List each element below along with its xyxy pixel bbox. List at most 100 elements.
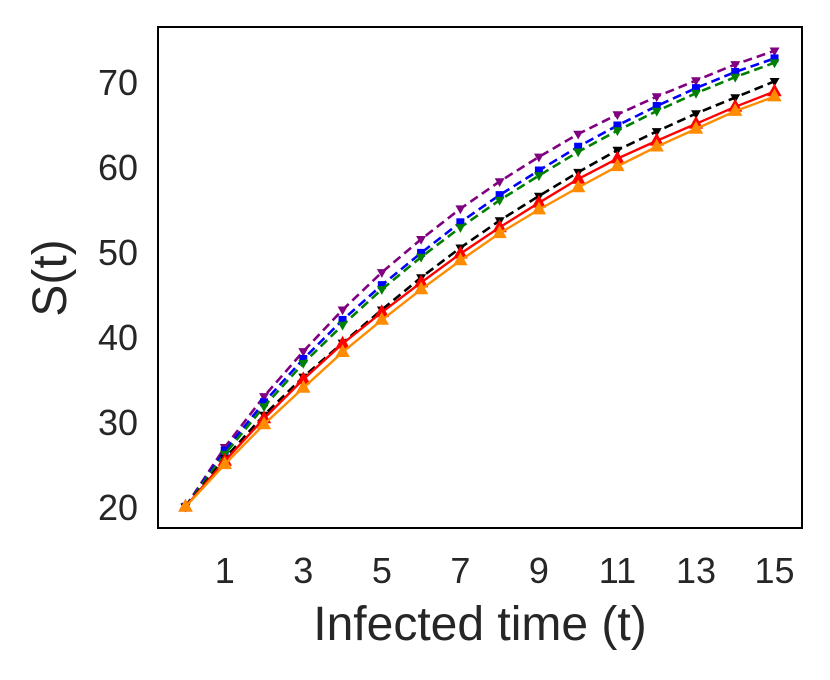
data-point	[770, 54, 779, 63]
data-point	[416, 253, 426, 263]
series-1	[181, 54, 779, 511]
data-point	[651, 93, 662, 103]
data-point	[573, 130, 584, 140]
data-point	[376, 269, 387, 278]
series-3	[180, 78, 780, 513]
data-point	[731, 68, 740, 77]
series-0	[180, 47, 780, 513]
data-point	[571, 171, 586, 184]
data-point	[296, 371, 311, 385]
data-point	[534, 172, 544, 182]
data-point	[337, 306, 348, 316]
data-point	[688, 120, 704, 134]
data-point	[260, 398, 269, 407]
data-point	[299, 355, 308, 364]
data-point	[453, 245, 468, 259]
series-layer	[178, 47, 782, 513]
x-tick-label: 5	[372, 550, 392, 591]
data-point	[377, 281, 386, 290]
data-point	[453, 252, 468, 266]
data-point	[612, 111, 623, 120]
data-point	[691, 84, 700, 93]
data-point	[574, 142, 583, 151]
data-point	[335, 344, 350, 357]
y-tick-label: 30	[98, 402, 138, 443]
data-point	[691, 89, 701, 99]
series-line	[184, 90, 775, 508]
x-tick-labels: 1 3 5 7 9 11 13 15	[215, 550, 795, 591]
data-point	[691, 110, 701, 120]
data-point	[610, 150, 625, 164]
x-tick-label: 11	[599, 550, 636, 591]
series-5	[178, 88, 782, 512]
data-point	[455, 224, 466, 233]
data-point	[335, 335, 350, 349]
data-point	[417, 248, 426, 257]
data-point	[259, 403, 269, 413]
data-point	[610, 158, 625, 172]
data-point	[649, 138, 664, 152]
data-point	[456, 218, 465, 227]
series-line	[184, 57, 775, 508]
series-line	[184, 49, 775, 508]
data-point	[298, 360, 309, 369]
series-line	[184, 61, 775, 508]
series-line	[184, 80, 775, 508]
y-tick-labels: 20 30 40 50 60 70	[98, 62, 138, 528]
data-point	[217, 456, 232, 470]
x-tick-label: 7	[450, 550, 470, 591]
data-point	[571, 179, 586, 193]
data-point	[769, 59, 780, 69]
x-tick-label: 9	[529, 550, 549, 591]
data-point	[534, 166, 543, 175]
data-point	[296, 379, 311, 393]
data-point	[652, 101, 661, 110]
data-point	[413, 274, 429, 288]
x-tick-label: 15	[754, 550, 794, 591]
y-tick-label: 60	[98, 147, 138, 188]
data-point	[651, 107, 662, 117]
data-point	[730, 61, 741, 70]
data-point	[613, 121, 622, 130]
data-point	[769, 78, 780, 87]
data-point	[531, 194, 547, 208]
data-point	[492, 225, 507, 239]
data-point	[256, 416, 272, 430]
y-tick-label: 40	[98, 317, 138, 358]
data-point	[338, 315, 347, 324]
data-point	[534, 153, 544, 163]
series-line	[184, 95, 775, 508]
data-point	[730, 73, 741, 83]
data-point	[374, 312, 389, 325]
data-point	[337, 321, 348, 331]
x-axis-label: Infected time (t)	[313, 598, 646, 651]
data-point	[494, 178, 505, 187]
y-tick-label: 50	[98, 232, 138, 273]
data-point	[259, 393, 269, 402]
y-tick-label: 70	[98, 62, 138, 103]
y-axis-label: S(t)	[24, 239, 77, 316]
data-point	[728, 103, 743, 116]
data-point	[730, 94, 741, 103]
data-point	[220, 446, 229, 455]
plot-frame	[157, 26, 803, 529]
data-point	[178, 498, 193, 512]
series-4	[178, 83, 782, 512]
x-tick-label: 13	[676, 550, 716, 591]
data-point	[413, 281, 429, 295]
series-2	[180, 59, 780, 513]
data-point	[612, 127, 623, 137]
data-point	[374, 304, 389, 318]
data-point	[494, 196, 505, 206]
data-point	[769, 47, 780, 57]
data-point	[767, 88, 782, 102]
data-point	[298, 348, 309, 357]
y-tick-label: 20	[98, 487, 138, 528]
data-point	[691, 77, 701, 86]
x-tick-label: 1	[215, 550, 235, 591]
data-point	[376, 286, 387, 295]
data-point	[495, 191, 504, 200]
data-point	[416, 236, 426, 245]
data-point	[651, 128, 662, 137]
